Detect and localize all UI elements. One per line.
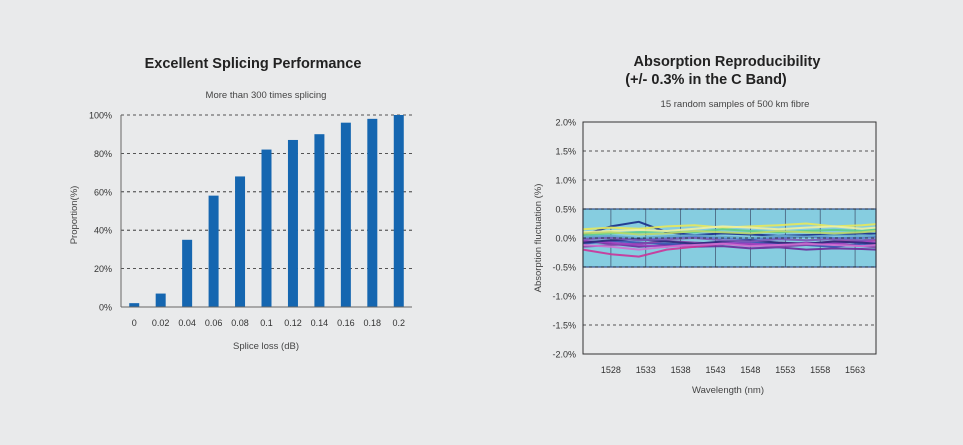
splicing-bar <box>261 149 272 307</box>
splicing-y-tick-label: 0% <box>99 303 112 313</box>
splicing-bar <box>393 115 404 307</box>
absorption-y-tick-label: 0.0% <box>555 234 576 244</box>
splicing-bar <box>155 293 166 307</box>
splicing-bar <box>287 139 298 307</box>
splicing-bar <box>182 239 193 307</box>
absorption-x-tick-label: 1538 <box>671 365 691 375</box>
splicing-bar <box>129 303 140 307</box>
splicing-bar <box>208 195 219 307</box>
absorption-x-tick-label: 1528 <box>601 365 621 375</box>
absorption-x-tick-label: 1558 <box>810 365 830 375</box>
absorption-y-tick-label: -1.0% <box>552 292 576 302</box>
splicing-chart-ylabel: Proportion(%) <box>69 186 80 245</box>
absorption-y-tick-label: 1.0% <box>555 176 576 186</box>
absorption-series-line <box>582 239 877 248</box>
splicing-x-tick-label: 0.02 <box>152 318 170 328</box>
absorption-series-line <box>582 234 877 239</box>
absorption-chart-ylabel: Absorption fluctuation (%) <box>533 184 544 293</box>
absorption-series-line <box>582 230 877 236</box>
absorption-plot-frame <box>582 121 877 355</box>
absorption-chart-xlabel: Wavelength (nm) <box>692 385 764 396</box>
absorption-series-line <box>582 242 877 251</box>
splicing-x-tick-label: 0.04 <box>178 318 196 328</box>
splicing-x-tick-label: 0.14 <box>311 318 329 328</box>
absorption-chart-gridlines <box>583 150 876 326</box>
splicing-x-tick-label: 0.06 <box>205 318 223 328</box>
absorption-x-tick-label: 1553 <box>775 365 795 375</box>
splicing-x-tick-label: 0 <box>132 318 137 328</box>
absorption-y-tick-label: 2.0% <box>555 118 576 128</box>
absorption-y-tick-label: -1.5% <box>552 321 576 331</box>
absorption-chart: Absorption Reproducibility (+/- 0.3% in … <box>533 54 877 396</box>
splicing-chart: Excellent Splicing Performance More than… <box>69 56 412 352</box>
splicing-bar <box>314 134 325 307</box>
splicing-bar <box>340 122 351 308</box>
absorption-x-tick-label: 1533 <box>636 365 656 375</box>
absorption-series-line <box>582 228 877 237</box>
absorption-series-line <box>582 237 877 243</box>
splicing-chart-x-ticks: 0 0.02 0.04 0.06 0.08 0.1 0.12 0.14 0.16 0.18 0.2 <box>132 318 405 328</box>
absorption-x-tick-label: 1563 <box>845 365 865 375</box>
absorption-y-tick-label: 1.5% <box>555 147 576 157</box>
splicing-chart-title: Excellent Splicing Performance <box>145 56 362 72</box>
absorption-chart-title-line2: (+/- 0.3% in the C Band) <box>625 72 787 88</box>
absorption-x-tick-label: 1543 <box>706 365 726 375</box>
absorption-series-lines <box>582 220 877 258</box>
splicing-y-tick-label: 60% <box>94 187 112 197</box>
splicing-bar <box>367 118 378 307</box>
absorption-chart-x-ticks: 1528 1533 1538 1543 1548 1553 1558 1563 <box>601 365 865 375</box>
absorption-series-line <box>582 239 877 251</box>
splicing-x-tick-label: 0.18 <box>364 318 382 328</box>
splicing-x-tick-label: 0.2 <box>393 318 406 328</box>
absorption-y-tick-label: 0.5% <box>555 205 576 215</box>
absorption-series-line <box>582 225 877 234</box>
absorption-chart-subtitle: 15 random samples of 500 km fibre <box>661 99 810 110</box>
splicing-x-tick-label: 0.16 <box>337 318 355 328</box>
splicing-chart-bars <box>129 115 404 308</box>
splicing-chart-xlabel: Splice loss (dB) <box>233 341 299 352</box>
absorption-chart-y-ticks: 2.0% 1.5% 1.0% 0.5% 0.0% -0.5% -1.0% -1.5% -2.0% <box>552 118 576 360</box>
absorption-chart-title-line1: Absorption Reproducibility <box>634 54 821 70</box>
splicing-y-tick-label: 80% <box>94 149 112 159</box>
absorption-x-tick-label: 1548 <box>740 365 760 375</box>
splicing-x-tick-label: 0.08 <box>231 318 249 328</box>
splicing-x-tick-label: 0.1 <box>260 318 273 328</box>
splicing-x-tick-label: 0.12 <box>284 318 302 328</box>
splicing-bar <box>235 176 246 307</box>
splicing-y-tick-label: 20% <box>94 264 112 274</box>
absorption-y-tick-label: -2.0% <box>552 350 576 360</box>
splicing-chart-subtitle: More than 300 times splicing <box>206 90 327 101</box>
absorption-y-tick-label: -0.5% <box>552 263 576 273</box>
splicing-chart-y-ticks: 0% 20% 40% 60% 80% 100% <box>89 111 112 313</box>
splicing-y-tick-label: 40% <box>94 226 112 236</box>
splicing-y-tick-label: 100% <box>89 111 112 121</box>
